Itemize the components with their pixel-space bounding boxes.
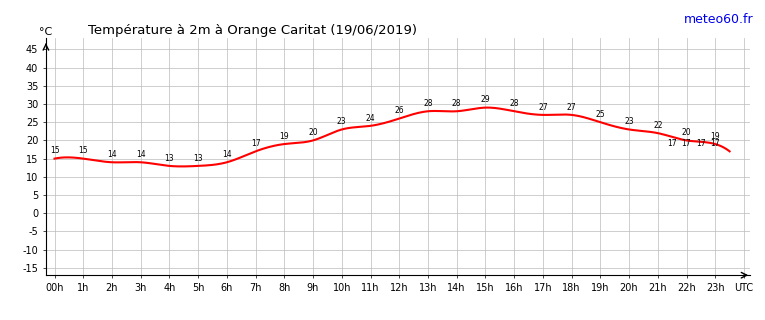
Text: 14: 14 bbox=[222, 150, 232, 159]
Text: 28: 28 bbox=[509, 99, 519, 108]
Text: 13: 13 bbox=[164, 154, 174, 163]
Text: 14: 14 bbox=[107, 150, 117, 159]
Text: Température à 2m à Orange Caritat (19/06/2019): Température à 2m à Orange Caritat (19/06… bbox=[88, 24, 417, 37]
Text: 15: 15 bbox=[50, 146, 60, 155]
Text: 13: 13 bbox=[194, 154, 203, 163]
Text: 24: 24 bbox=[366, 114, 376, 123]
Text: 28: 28 bbox=[423, 99, 433, 108]
Text: 28: 28 bbox=[452, 99, 461, 108]
Text: 29: 29 bbox=[480, 95, 490, 104]
Text: 17: 17 bbox=[667, 139, 677, 148]
Text: 17: 17 bbox=[251, 139, 260, 148]
Text: 15: 15 bbox=[79, 146, 88, 155]
Text: 23: 23 bbox=[624, 117, 634, 126]
Text: 19: 19 bbox=[711, 132, 720, 141]
Text: 14: 14 bbox=[136, 150, 145, 159]
Text: 17: 17 bbox=[682, 139, 692, 148]
Text: 20: 20 bbox=[682, 128, 692, 137]
Text: 23: 23 bbox=[337, 117, 347, 126]
Text: 17: 17 bbox=[711, 139, 720, 148]
Text: 26: 26 bbox=[395, 106, 404, 115]
Text: 19: 19 bbox=[279, 132, 289, 141]
Text: 27: 27 bbox=[538, 103, 548, 112]
Text: 27: 27 bbox=[567, 103, 576, 112]
Text: 22: 22 bbox=[653, 121, 662, 130]
Text: 17: 17 bbox=[696, 139, 705, 148]
Text: meteo60.fr: meteo60.fr bbox=[684, 13, 754, 26]
Text: 20: 20 bbox=[308, 128, 318, 137]
Text: 25: 25 bbox=[595, 110, 605, 119]
Text: °C: °C bbox=[39, 27, 53, 36]
